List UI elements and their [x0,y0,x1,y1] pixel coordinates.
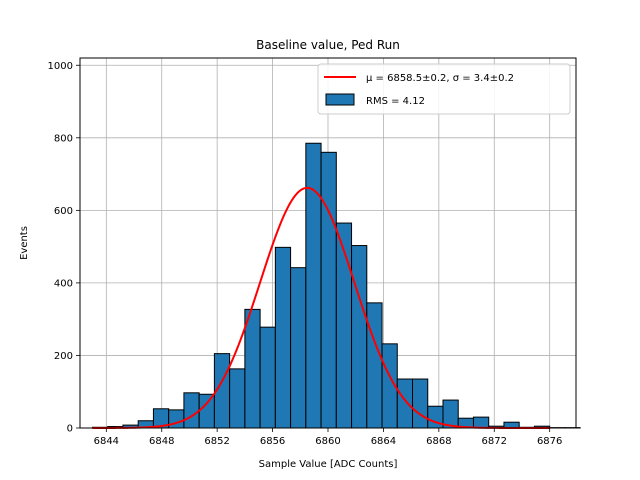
x-axis-label: Sample Value [ADC Counts] [259,459,398,470]
y-axis-label: Events [19,226,30,260]
histogram-bar [274,246,292,429]
histogram-bar [259,326,276,429]
x-tick-label: 6844 [94,436,119,447]
y-axis-ticks: 0 200 400 600 800 1000 [48,61,80,435]
chart-title: Baseline value, Ped Run [256,38,400,52]
legend: μ = 6858.5±0.2, σ = 3.4±0.2 RMS = 4.12 [317,63,571,115]
histogram-bars [91,142,581,429]
histogram-bar [427,405,444,429]
histogram-bar [412,378,429,429]
y-tick-label: 800 [54,133,73,144]
histogram-bar [229,368,246,429]
x-axis-ticks: 6844 6848 6852 6856 6860 6864 6868 6872 6876 [94,428,562,447]
x-tick-label: 6856 [260,436,285,447]
legend-histogram-label: RMS = 4.12 [366,96,425,107]
histogram-bar [472,416,490,429]
histogram-bar [320,151,337,429]
y-tick-label: 200 [54,351,73,362]
x-tick-label: 6864 [371,436,396,447]
legend-fit-label: μ = 6858.5±0.2, σ = 3.4±0.2 [366,73,514,84]
x-tick-label: 6868 [426,436,451,447]
y-tick-label: 600 [54,206,73,217]
x-tick-label: 6860 [315,436,340,447]
x-tick-label: 6872 [482,436,507,447]
legend-histogram-swatch [325,93,355,106]
histogram-bar [396,378,414,429]
x-tick-label: 6848 [149,436,174,447]
y-tick-label: 0 [67,424,73,435]
y-tick-label: 1000 [48,61,73,72]
histogram-bar [366,302,383,429]
histogram-bar [351,245,368,429]
legend-box [317,63,571,115]
x-tick-label: 6852 [204,436,229,447]
y-tick-label: 400 [54,278,73,289]
histogram-bar [183,392,200,429]
x-tick-label: 6876 [537,436,562,447]
histogram-bar [198,393,215,429]
histogram-bar [244,308,261,429]
histogram-bar [290,267,307,429]
histogram-bar [305,142,322,429]
